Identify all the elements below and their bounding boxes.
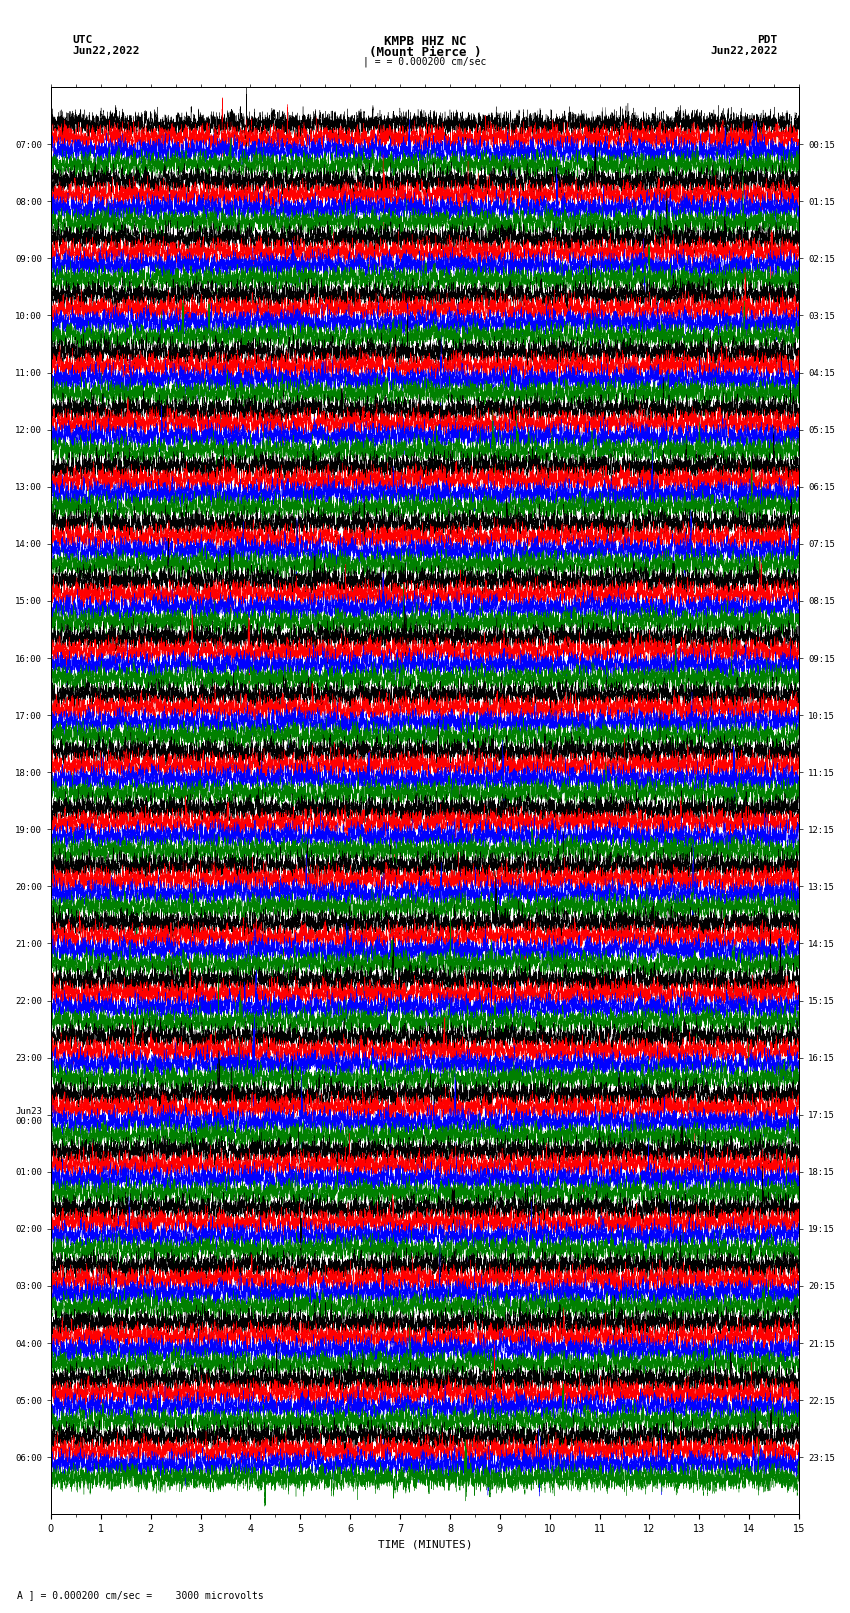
Text: A ] = 0.000200 cm/sec =    3000 microvolts: A ] = 0.000200 cm/sec = 3000 microvolts: [17, 1590, 264, 1600]
Text: | = = 0.000200 cm/sec: | = = 0.000200 cm/sec: [363, 56, 487, 68]
Text: Jun22,2022: Jun22,2022: [711, 45, 778, 56]
Text: KMPB HHZ NC: KMPB HHZ NC: [383, 35, 467, 48]
Text: UTC: UTC: [72, 35, 93, 45]
X-axis label: TIME (MINUTES): TIME (MINUTES): [377, 1540, 473, 1550]
Text: (Mount Pierce ): (Mount Pierce ): [369, 45, 481, 60]
Text: PDT: PDT: [757, 35, 778, 45]
Text: Jun22,2022: Jun22,2022: [72, 45, 139, 56]
